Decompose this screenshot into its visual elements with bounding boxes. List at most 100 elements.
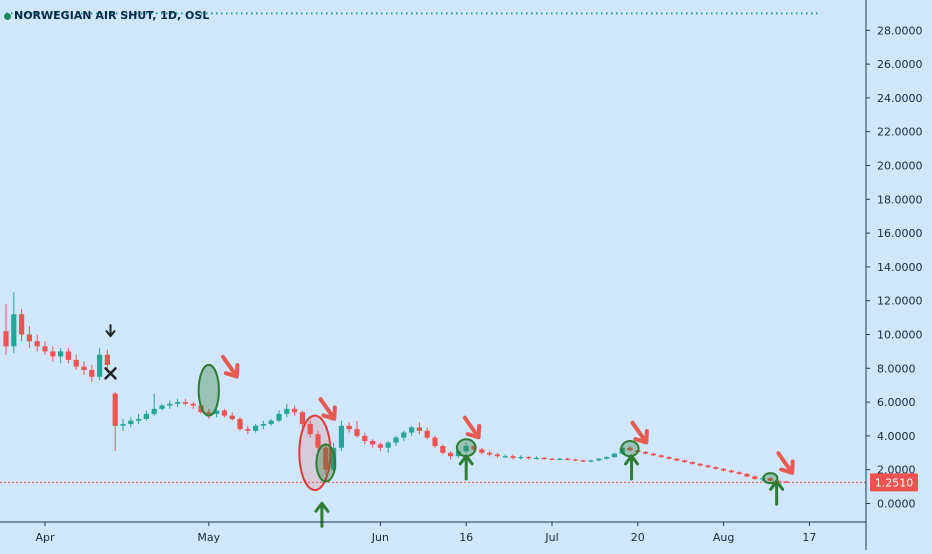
candle-body[interactable] — [448, 452, 454, 457]
candle-body[interactable] — [424, 430, 430, 438]
candle-body[interactable] — [674, 458, 680, 461]
candle-body[interactable] — [214, 410, 220, 414]
candle-body[interactable] — [557, 458, 563, 460]
candle-body[interactable] — [19, 314, 25, 335]
candle-body[interactable] — [728, 470, 734, 473]
candle-body[interactable] — [112, 393, 118, 426]
candle-body[interactable] — [689, 462, 695, 464]
candle-body[interactable] — [284, 408, 290, 414]
candle-body[interactable] — [206, 412, 212, 414]
candle-body[interactable] — [50, 351, 56, 357]
candle-body[interactable] — [3, 331, 9, 347]
candle-body[interactable] — [736, 472, 742, 474]
candle-body[interactable] — [401, 432, 407, 438]
candle-body[interactable] — [650, 453, 656, 456]
candle-body[interactable] — [81, 366, 87, 370]
candle-body[interactable] — [159, 405, 165, 409]
candle-body[interactable] — [136, 419, 142, 421]
candle-body[interactable] — [658, 455, 664, 458]
candle-body[interactable] — [588, 460, 594, 462]
candle-body[interactable] — [307, 424, 313, 435]
candle-body[interactable] — [432, 437, 438, 447]
candle-body[interactable] — [182, 402, 188, 404]
candle-body[interactable] — [510, 456, 516, 458]
candle-body[interactable] — [73, 359, 79, 367]
candle-body[interactable] — [463, 446, 469, 452]
candle-body[interactable] — [596, 458, 602, 461]
candle-body[interactable] — [666, 457, 672, 459]
candle-body[interactable] — [526, 457, 532, 459]
candle-body[interactable] — [705, 465, 711, 468]
candle-body[interactable] — [299, 412, 305, 425]
candle-body[interactable] — [565, 458, 571, 460]
candle-body[interactable] — [245, 429, 251, 431]
candle-body[interactable] — [260, 424, 266, 426]
candle-body[interactable] — [104, 354, 110, 365]
candle-body[interactable] — [338, 425, 344, 448]
candle-body[interactable] — [377, 444, 383, 448]
candle-body[interactable] — [783, 481, 789, 483]
candle-body[interactable] — [643, 451, 649, 454]
candle-body[interactable] — [502, 456, 508, 458]
candle-body[interactable] — [221, 410, 227, 416]
candle-body[interactable] — [346, 425, 352, 430]
candle-body[interactable] — [89, 369, 95, 377]
candle-body[interactable] — [190, 403, 196, 406]
candle-body[interactable] — [151, 408, 157, 414]
candle-body[interactable] — [128, 420, 134, 425]
candle-body[interactable] — [229, 415, 235, 419]
candle-body[interactable] — [479, 449, 485, 453]
candle-body[interactable] — [393, 437, 399, 443]
candle-body[interactable] — [385, 442, 391, 448]
candle-body[interactable] — [58, 351, 64, 357]
chart-title: NORWEGIAN AIR SHUT, 1D, OSL — [4, 9, 209, 22]
candle-body[interactable] — [767, 478, 773, 481]
candle-body[interactable] — [292, 408, 298, 413]
candle-body[interactable] — [549, 458, 555, 460]
candle-body[interactable] — [268, 420, 274, 425]
candle-body[interactable] — [120, 424, 126, 426]
candle-body[interactable] — [323, 447, 329, 470]
candle-body[interactable] — [370, 440, 376, 445]
candle-body[interactable] — [713, 467, 719, 469]
candle-body[interactable] — [721, 468, 727, 471]
candle-body[interactable] — [487, 452, 493, 455]
candle-body[interactable] — [362, 435, 368, 441]
candle-body[interactable] — [34, 341, 40, 347]
candle-body[interactable] — [627, 447, 633, 451]
candle-body[interactable] — [604, 457, 610, 459]
candle-body[interactable] — [276, 413, 282, 421]
candle-body[interactable] — [315, 434, 321, 448]
candle-body[interactable] — [11, 314, 17, 347]
candle-body[interactable] — [253, 425, 259, 431]
candle-body[interactable] — [744, 473, 750, 477]
candle-body[interactable] — [572, 459, 578, 461]
candle-body[interactable] — [143, 413, 149, 419]
candle-body[interactable] — [65, 351, 71, 360]
candle-body[interactable] — [167, 403, 173, 406]
candle-body[interactable] — [697, 463, 703, 466]
price-axis: 0.00002.00004.00006.00008.000010.000012.… — [865, 0, 923, 550]
candle-body[interactable] — [752, 476, 758, 479]
candle-body[interactable] — [175, 402, 181, 404]
candle-body[interactable] — [26, 334, 32, 342]
candle-body[interactable] — [331, 447, 337, 470]
candle-body[interactable] — [533, 457, 539, 460]
candle-body[interactable] — [682, 460, 688, 463]
candle-body[interactable] — [354, 429, 360, 436]
candle-body[interactable] — [541, 457, 547, 460]
y-tick-label: 20.0000 — [877, 160, 923, 173]
candle-body[interactable] — [471, 446, 477, 450]
candle-body[interactable] — [611, 453, 617, 458]
y-tick-label: 4.0000 — [877, 430, 916, 443]
candle-body[interactable] — [518, 457, 524, 459]
candle-body[interactable] — [97, 354, 103, 377]
candle-body[interactable] — [580, 460, 586, 462]
candle-body[interactable] — [409, 427, 415, 433]
candle-body[interactable] — [42, 346, 48, 352]
candle-body[interactable] — [494, 454, 500, 457]
candle-body[interactable] — [237, 419, 243, 430]
candle-body[interactable] — [440, 446, 446, 453]
candle-body[interactable] — [416, 427, 422, 431]
